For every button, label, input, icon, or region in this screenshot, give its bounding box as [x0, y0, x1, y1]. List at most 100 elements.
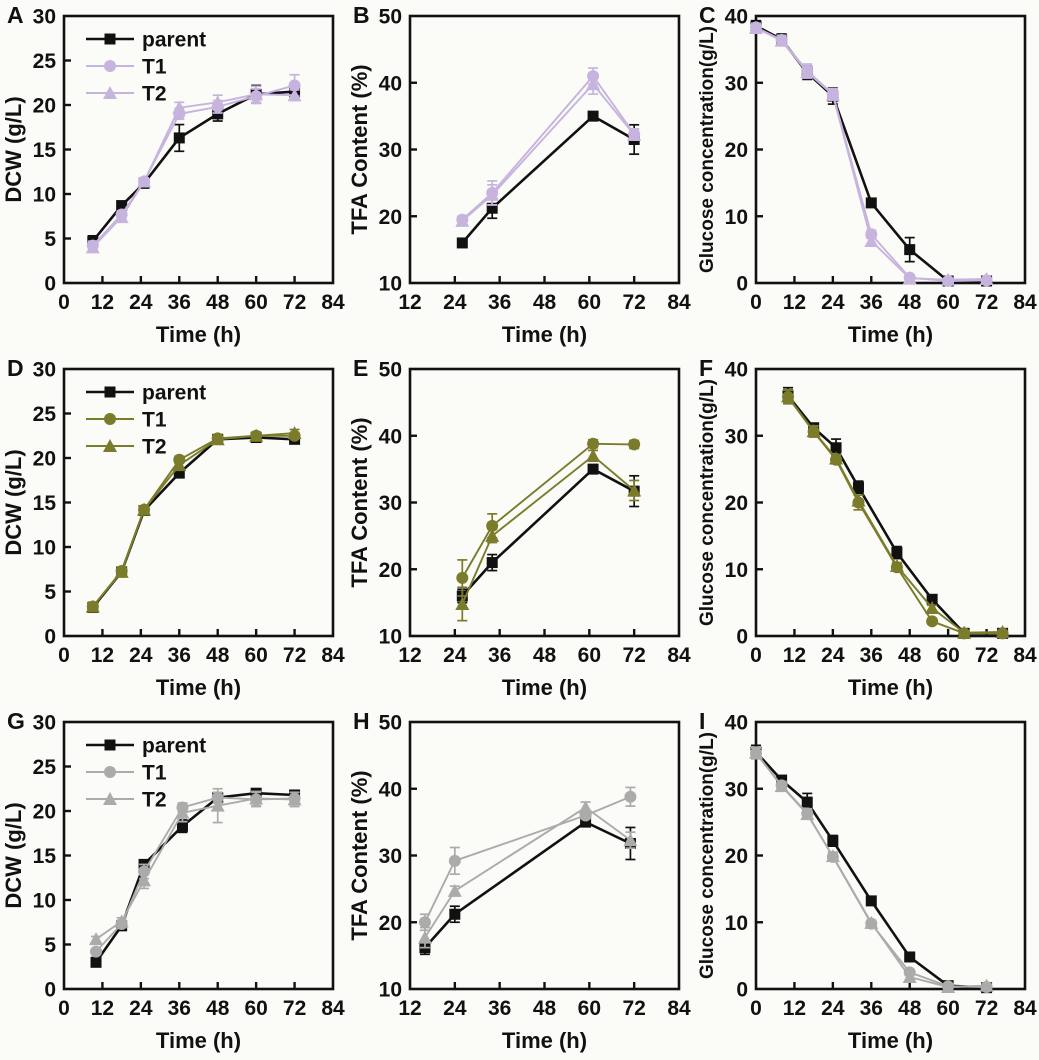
- x-tick-label: 48: [898, 291, 922, 314]
- triangle-marker: [485, 528, 500, 542]
- legend-label: T1: [142, 762, 167, 785]
- series-T2: [749, 745, 994, 993]
- x-tick-label: 72: [283, 644, 306, 667]
- y-axis-title: TFA Content (%): [347, 770, 372, 940]
- panel-letter-I: I: [699, 708, 706, 734]
- series-parent: [87, 432, 301, 614]
- panel-F: F 0 12 24 36 48 60 72 84 0 10 20 30 40 Time (h) Glucos…: [692, 353, 1039, 706]
- x-tick-label: 60: [578, 291, 601, 314]
- y-tick-label: 20: [379, 912, 402, 935]
- x-tick-label: 36: [860, 997, 883, 1020]
- x-tick-label: 48: [206, 291, 230, 314]
- square-marker: [90, 956, 102, 968]
- legend-item-T2: T2: [86, 789, 167, 812]
- series-T2: [781, 388, 1010, 639]
- panel-letter-G: G: [7, 708, 25, 734]
- y-tick-label: 30: [33, 712, 56, 735]
- x-tick-label: 60: [936, 644, 959, 667]
- legend-item-parent: parent: [86, 29, 206, 52]
- series-T1: [782, 389, 1009, 640]
- triangle-marker: [210, 432, 225, 446]
- triangle-marker: [623, 833, 638, 847]
- triangle-marker: [627, 483, 642, 497]
- y-axis-title: Glucose concentration(g/L): [697, 26, 718, 273]
- triangle-marker: [417, 930, 432, 944]
- series-line: [424, 806, 631, 939]
- y-tick-label: 20: [379, 206, 402, 229]
- y-tick-label: 30: [379, 845, 402, 868]
- square-marker: [865, 895, 877, 907]
- y-tick-label: 10: [379, 273, 402, 296]
- circle-marker: [624, 790, 637, 803]
- x-tick-label: 72: [622, 644, 645, 667]
- triangle-marker: [979, 978, 994, 992]
- x-tick-label: 48: [533, 291, 557, 314]
- x-tick-label: 24: [821, 291, 845, 314]
- chart-glucose-condition2: 0 12 24 36 48 60 72 84 0 10 20 30 40 Time (h) Glucose …: [697, 359, 1037, 701]
- triangle-marker: [586, 77, 601, 91]
- x-tick-label: 12: [91, 997, 114, 1020]
- series-T2: [85, 426, 302, 613]
- panel-C: C 0 12 24 36 48 60 72 84 0 10 20 30 40 Time (h) Glucos…: [692, 0, 1039, 353]
- square-marker: [486, 202, 498, 214]
- triangle-marker: [800, 807, 815, 821]
- x-tick-label: 72: [283, 291, 306, 314]
- triangle-marker: [774, 779, 789, 793]
- triangle-marker: [210, 95, 225, 109]
- y-tick-label: 50: [379, 359, 402, 382]
- series-line: [91, 436, 295, 609]
- circle-marker: [926, 615, 939, 628]
- y-tick-label: 0: [736, 979, 748, 1002]
- triangle-marker: [172, 458, 187, 472]
- triangle-marker: [902, 969, 917, 983]
- chart-tfa-condition3: 12 24 36 48 60 72 84 10 20 30 40 50 Time (h) TFA Cont…: [347, 712, 691, 1054]
- x-tick-label: 24: [821, 644, 845, 667]
- triangle-marker: [825, 87, 840, 101]
- x-tick-label: 24: [821, 997, 845, 1020]
- triangle-marker: [85, 599, 100, 613]
- triangle-marker: [825, 849, 840, 863]
- y-tick-label: 10: [725, 912, 748, 935]
- x-tick-label: 24: [443, 644, 467, 667]
- x-tick-label: 36: [488, 644, 511, 667]
- legend-item-T2: T2: [86, 436, 167, 459]
- x-tick-label: 48: [898, 644, 922, 667]
- legend-label: T2: [142, 436, 167, 459]
- triangle-marker: [103, 792, 117, 805]
- triangle-marker: [749, 21, 763, 35]
- x-tick-label: 84: [667, 644, 691, 667]
- y-tick-label: 30: [725, 72, 748, 95]
- square-marker: [587, 110, 599, 122]
- x-tick-label: 24: [129, 291, 153, 314]
- panel-E: E 12 24 36 48 60 72 84 10 20 30 40 50 Time (h) TFA Co…: [346, 353, 692, 706]
- square-marker: [865, 197, 877, 209]
- square-marker: [104, 33, 116, 45]
- y-axis-title: DCW (g/L): [1, 96, 26, 202]
- y-tick-label: 10: [33, 184, 56, 207]
- square-marker: [852, 481, 864, 493]
- x-tick-label: 12: [398, 291, 421, 314]
- square-marker: [830, 442, 842, 454]
- series-line: [786, 394, 1003, 635]
- y-tick-label: 40: [379, 425, 402, 448]
- triangle-marker: [287, 426, 302, 440]
- square-marker: [173, 467, 185, 479]
- y-tick-label: 5: [44, 581, 56, 604]
- plot-frame: [408, 367, 681, 638]
- triangle-marker: [979, 271, 994, 285]
- y-tick-label: 0: [736, 626, 748, 649]
- triangle-marker: [210, 798, 225, 812]
- chart-dcw-condition2: 0 12 24 36 48 60 72 84 0 5 10 15 20 25 30 parent T1 T2 Tim…: [1, 359, 345, 701]
- triangle-marker: [781, 389, 796, 403]
- plot-frame: [62, 367, 335, 638]
- triangle-marker: [925, 600, 940, 614]
- x-tick-label: 0: [58, 291, 70, 314]
- x-tick-label: 72: [975, 644, 998, 667]
- x-tick-label: 0: [58, 997, 70, 1020]
- y-axis-title: Glucose concentration(g/L): [697, 379, 718, 626]
- x-axis-title: Time (h): [156, 1028, 241, 1053]
- square-marker: [904, 244, 916, 256]
- y-tick-label: 10: [725, 559, 748, 582]
- legend-item-T1: T1: [86, 56, 167, 79]
- series-parent: [456, 110, 640, 249]
